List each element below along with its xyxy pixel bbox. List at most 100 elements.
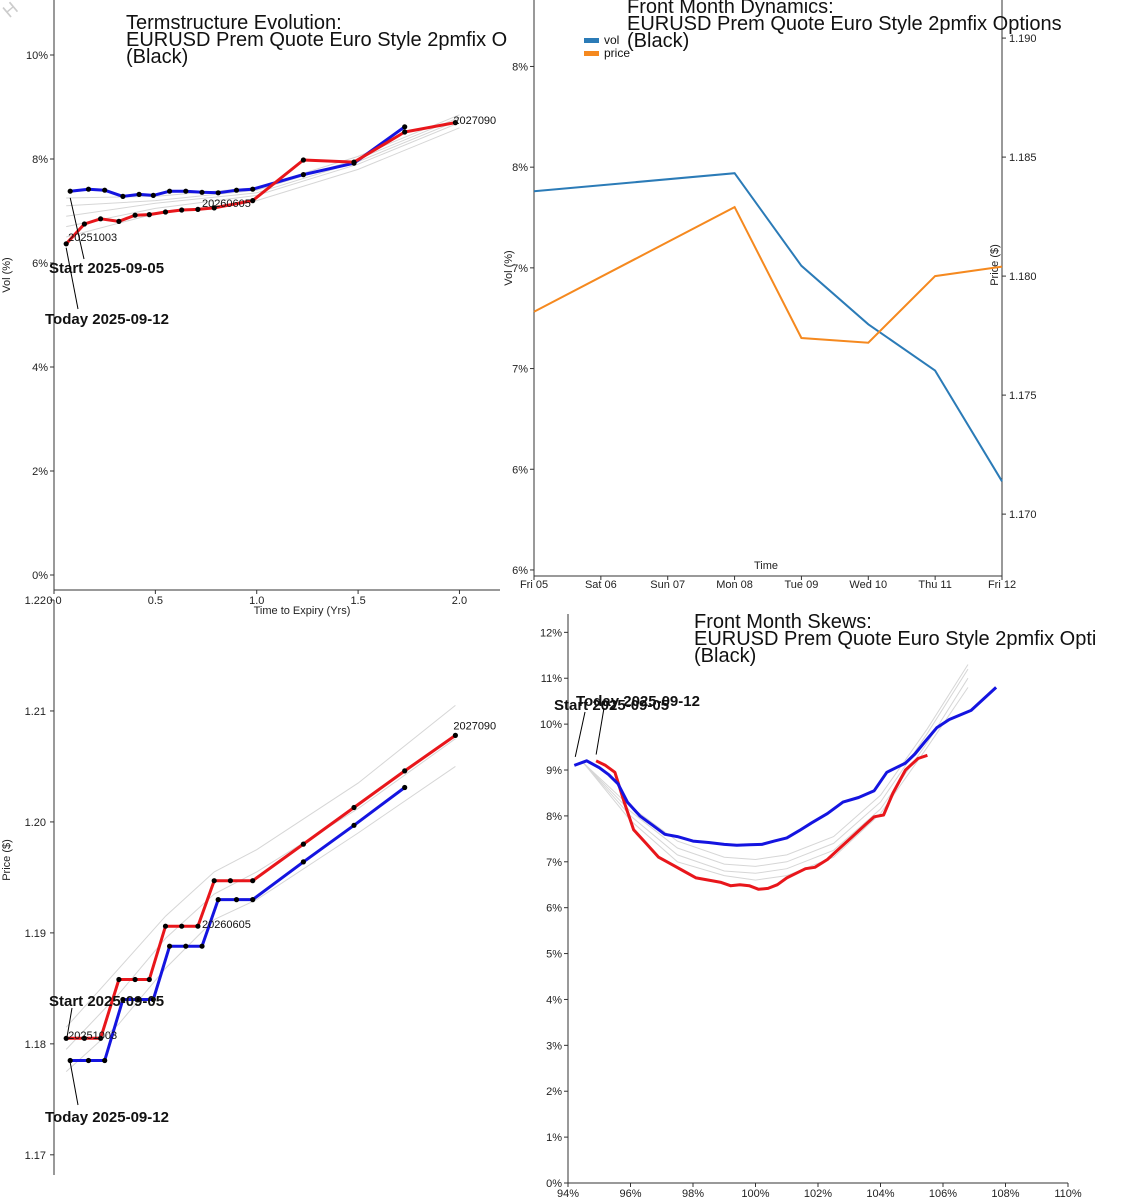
- data-point: [402, 124, 408, 130]
- data-point: [183, 188, 189, 194]
- data-point: [136, 191, 142, 197]
- annotation-today: Today 2025-09-12: [576, 693, 700, 710]
- y-tick-label: 6%: [546, 903, 562, 915]
- data-point: [167, 188, 173, 194]
- data-point: [300, 157, 306, 163]
- data-point: [195, 923, 201, 929]
- x-tick-label: Mon 08: [716, 579, 753, 591]
- y-tick-label: 12%: [540, 627, 562, 639]
- annotation-arrow: [69, 1062, 79, 1106]
- data-point: [351, 822, 357, 828]
- annotation-start: Start 2025-09-05: [554, 697, 669, 714]
- expiry-label: 20251003: [68, 1030, 117, 1042]
- data-point: [81, 1035, 87, 1041]
- data-point: [452, 732, 458, 739]
- legend-label-vol: vol: [604, 33, 619, 47]
- chart-title-line: Termstructure Evolution:: [126, 12, 342, 34]
- history-line: [66, 127, 460, 238]
- history-line: [66, 122, 460, 228]
- y-tick-label: 1.19: [25, 928, 46, 940]
- data-point: [63, 1035, 69, 1041]
- data-point: [120, 996, 126, 1003]
- y-tick-label: 1%: [546, 1132, 562, 1144]
- data-point: [183, 943, 189, 949]
- y-tick-label: 8%: [512, 61, 528, 73]
- data-point: [250, 897, 256, 903]
- y2-tick-label: 1.190: [1009, 33, 1037, 45]
- history-line: [65, 705, 456, 1028]
- series-line-red: [66, 734, 457, 1040]
- history-line: [583, 668, 969, 867]
- annotation-today: Today 2025-09-12: [45, 311, 169, 328]
- x-axis-title: Time to Expiry (Yrs): [254, 605, 351, 617]
- data-point: [250, 186, 256, 192]
- y-tick-label: 10%: [26, 50, 48, 62]
- data-point: [351, 804, 357, 811]
- history-line: [65, 765, 456, 1072]
- y-tick-label: 1.17: [25, 1150, 46, 1162]
- y-tick-label: 5%: [546, 949, 562, 961]
- annotation-today: Today 2025-09-12: [45, 1109, 169, 1126]
- y-tick-label: 6%: [512, 565, 528, 577]
- y-tick-label: 1.20: [25, 817, 46, 829]
- x-tick-label: Sun 07: [650, 579, 685, 591]
- y2-tick-label: 1.185: [1009, 152, 1037, 164]
- x-tick-label: 96%: [619, 1188, 641, 1200]
- x-axis-title: Time: [754, 560, 778, 572]
- data-point: [402, 784, 408, 791]
- data-point: [227, 878, 233, 884]
- x-tick-label: 1.0: [249, 595, 264, 607]
- legend-swatch-price: [584, 51, 599, 56]
- y-tick-label: 7%: [512, 364, 528, 376]
- x-tick-label: 110%: [1054, 1188, 1082, 1200]
- expiry-label: 20260605: [202, 919, 251, 931]
- data-point: [150, 192, 156, 198]
- watermark: H: [0, 0, 22, 22]
- y-tick-label: 2%: [546, 1086, 562, 1098]
- series-line-blue: [573, 686, 998, 847]
- y-tick-label: 1.21: [25, 706, 46, 718]
- data-point: [102, 1057, 108, 1064]
- x-tick-label: 94%: [557, 1188, 579, 1200]
- data-point: [150, 996, 156, 1003]
- data-point: [199, 943, 205, 949]
- x-tick-label: Sat 06: [585, 579, 617, 591]
- chart-title-line: EURUSD Prem Quote Euro Style 2pmfix Opti…: [627, 13, 1062, 35]
- annotation-arrow: [66, 1007, 73, 1037]
- y-tick-label: 9%: [546, 765, 562, 777]
- data-point: [63, 241, 69, 247]
- price-termstructure-chart: 1.17 1.18 1.19 1.20 1.21 1.22 Price ($) 2025100…: [1, 595, 496, 1175]
- data-point: [233, 897, 240, 903]
- y-tick-label: 10%: [540, 719, 562, 731]
- data-point: [132, 212, 138, 218]
- y-axis-title: Vol (%): [1, 257, 13, 292]
- chart-title-line: Front Month Dynamics:: [627, 0, 834, 18]
- data-point: [98, 216, 104, 222]
- data-point: [136, 996, 142, 1003]
- history-line: [66, 116, 460, 207]
- data-point: [67, 188, 73, 194]
- data-point: [250, 198, 256, 204]
- expiry-label: 2027090: [453, 720, 496, 732]
- data-point: [67, 1057, 73, 1064]
- chart-title-line: (Black): [627, 30, 689, 52]
- annotation-arrow: [574, 711, 586, 757]
- x-tick-label: 1.5: [350, 595, 365, 607]
- history-line: [66, 119, 460, 217]
- data-point: [85, 186, 92, 192]
- data-point: [300, 841, 306, 847]
- data-point: [167, 943, 173, 949]
- series-line-price: [533, 205, 1003, 344]
- x-tick-label: Fri 05: [520, 579, 548, 591]
- data-point: [132, 976, 138, 983]
- y-tick-label: 8%: [512, 162, 528, 174]
- x-tick-label: 0.5: [148, 595, 163, 607]
- y-tick-label: 7%: [546, 857, 562, 869]
- x-tick-label: 100%: [741, 1188, 769, 1200]
- y2-axis-title: Price ($): [989, 244, 1001, 286]
- data-point: [146, 212, 152, 218]
- y2-tick-label: 1.175: [1009, 390, 1037, 402]
- x-tick-label: 102%: [804, 1188, 832, 1200]
- data-point: [85, 1057, 92, 1064]
- data-point: [402, 768, 408, 774]
